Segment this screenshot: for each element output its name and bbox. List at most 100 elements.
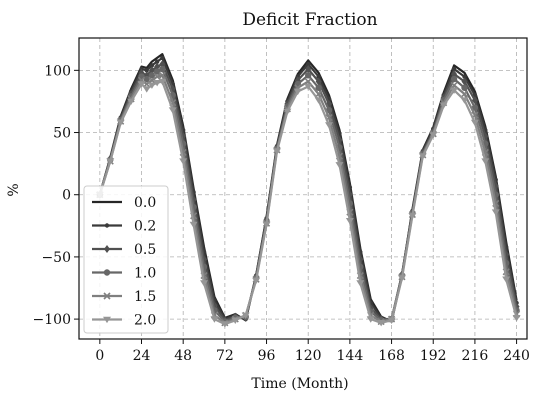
y-tick-label: −50 <box>41 250 71 266</box>
data-point <box>154 62 161 71</box>
data-point <box>305 65 312 74</box>
x-tick-label: 96 <box>258 348 276 364</box>
axis-ticks: 0 24 48 72 96 120 144 168 192 216 240 −100 −50 0 50 100 <box>33 63 530 364</box>
data-point <box>179 158 188 165</box>
data-point <box>377 320 386 327</box>
data-point <box>241 312 250 319</box>
data-point <box>429 132 438 139</box>
data-point <box>147 82 156 89</box>
legend-item: 1.5 <box>92 289 156 305</box>
legend-item: 0.2 <box>92 219 156 235</box>
y-tick-label: 100 <box>44 63 71 79</box>
data-point <box>306 61 311 67</box>
data-point <box>159 65 166 73</box>
data-point <box>418 153 427 160</box>
data-point <box>272 148 281 155</box>
data-point <box>450 87 459 94</box>
legend: 0.0 0.2 0.5 1.0 1.5 2.0 <box>83 185 169 334</box>
data-point <box>491 209 500 216</box>
x-tick-label: 192 <box>420 348 447 364</box>
legend-item: 0.0 <box>92 195 156 211</box>
x-tick-label: 144 <box>337 348 364 364</box>
data-point <box>104 245 110 253</box>
legend-item: 0.5 <box>92 242 156 258</box>
data-point <box>160 55 165 61</box>
data-point <box>335 162 344 169</box>
data-point <box>154 59 160 64</box>
legend-label: 0.2 <box>134 219 156 235</box>
data-point <box>283 108 292 115</box>
data-point <box>305 72 312 79</box>
x-tick-label: 72 <box>216 348 234 364</box>
data-point <box>304 83 313 91</box>
data-point <box>262 221 271 229</box>
legend-item: 2.0 <box>92 313 156 329</box>
data-point <box>460 97 469 104</box>
data-point <box>397 275 406 282</box>
data-point <box>158 71 166 79</box>
data-point <box>470 119 479 127</box>
x-tick-label: 24 <box>133 348 151 364</box>
data-point <box>142 86 151 93</box>
data-point <box>148 76 156 84</box>
data-point <box>471 96 478 105</box>
x-tick-label: 120 <box>295 348 322 364</box>
y-axis-label: % <box>6 183 22 196</box>
data-point <box>314 97 323 104</box>
data-point <box>502 276 511 283</box>
y-tick-label: 0 <box>62 188 71 204</box>
data-point <box>481 158 490 165</box>
data-point <box>144 68 149 73</box>
data-point <box>315 84 322 91</box>
legend-label: 1.5 <box>134 289 156 305</box>
data-point <box>450 81 458 89</box>
data-point <box>231 317 240 324</box>
data-point <box>210 316 219 323</box>
data-point <box>153 72 161 81</box>
data-point <box>103 292 111 300</box>
data-point <box>168 107 177 114</box>
data-point <box>158 78 167 86</box>
data-point <box>387 317 396 324</box>
x-tick-label: 240 <box>503 348 530 364</box>
data-point <box>148 72 156 79</box>
legend-item: 1.0 <box>92 266 156 282</box>
data-point <box>462 74 467 79</box>
data-point <box>345 218 354 225</box>
data-point <box>356 280 365 287</box>
data-point <box>461 77 468 86</box>
data-point <box>512 315 521 322</box>
data-point <box>143 75 150 83</box>
data-point <box>315 77 322 86</box>
data-point <box>439 102 448 109</box>
data-point <box>149 63 155 68</box>
legend-label: 0.5 <box>134 242 156 258</box>
data-point <box>304 77 312 86</box>
data-point <box>450 75 458 83</box>
data-point <box>103 269 111 276</box>
y-tick-label: 50 <box>53 126 71 142</box>
data-point <box>366 316 375 323</box>
data-point <box>106 158 115 165</box>
data-point <box>316 74 321 79</box>
data-point <box>116 119 125 127</box>
x-tick-label: 48 <box>174 348 192 364</box>
x-tick-label: 168 <box>378 348 405 364</box>
series-group <box>95 53 521 328</box>
x-axis-label: Time (Month) <box>251 376 348 392</box>
data-point <box>461 84 468 91</box>
chart-title: Deficit Fraction <box>242 10 377 30</box>
data-point <box>471 104 479 111</box>
data-point <box>451 70 458 79</box>
y-tick-label: −100 <box>33 312 71 328</box>
data-point <box>153 68 161 75</box>
data-point <box>451 66 457 72</box>
data-point <box>148 66 155 75</box>
data-point <box>153 79 162 87</box>
data-point <box>104 223 110 228</box>
data-point <box>189 221 198 229</box>
data-point <box>159 60 166 69</box>
data-point <box>200 280 209 287</box>
